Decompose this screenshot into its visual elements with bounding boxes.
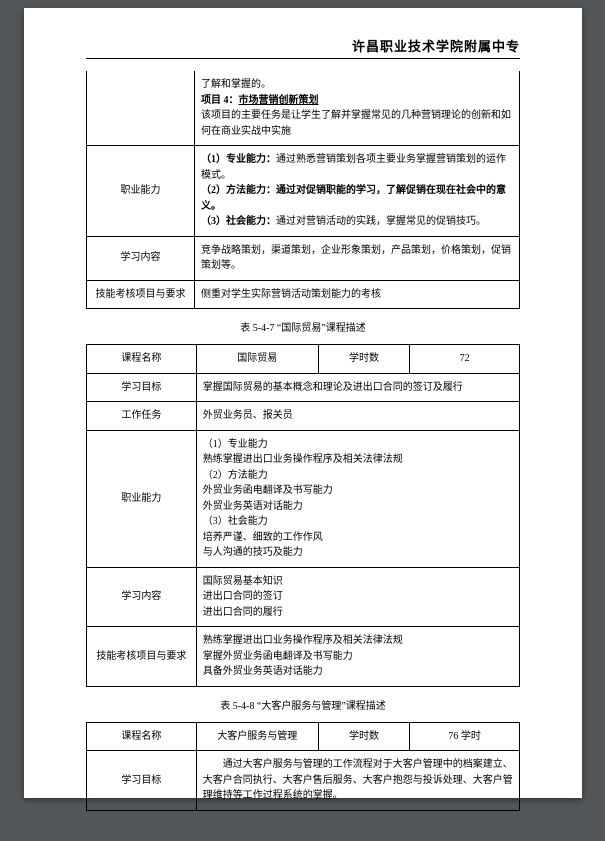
t3-h4: 76 学时	[410, 722, 520, 751]
l: 进出口合同的履行	[203, 607, 283, 618]
t2-r4t: 国际贸易基本知识 进出口合同的签订 进出口合同的履行	[196, 567, 519, 627]
page: 许昌职业技术学院附属中专 了解和掌握的。 项目 4：市场营销创新策划 该项目的主…	[24, 8, 582, 798]
t2-r2t: 外贸业务员、报关员	[196, 402, 519, 431]
t2-r4l: 学习内容	[87, 567, 197, 627]
a3a: （3）社会能力：	[201, 216, 276, 227]
t2-r5t: 熟练掌握进出口业务操作程序及相关法律法规 掌握外贸业务函电翻译及书写能力 具备外…	[196, 627, 519, 687]
proj-label: 项目 4：	[201, 95, 239, 106]
cell-assess: 侧重对学生实际营销活动策划能力的考核	[195, 280, 520, 309]
proj-title: 市场营销创新策划	[239, 95, 319, 106]
l: 外贸业务函电翻译及书写能力	[203, 485, 333, 496]
t3-r1l: 学习目标	[87, 751, 197, 811]
table-marketing-cont: 了解和掌握的。 项目 4：市场营销创新策划 该项目的主要任务是让学生了解并掌握常…	[86, 71, 520, 309]
label-ability: 职业能力	[87, 146, 195, 237]
a2a: （2）方法能力：	[201, 185, 276, 196]
l: 进出口合同的签订	[203, 591, 283, 602]
t2-r3t: （1）专业能力 熟练掌握进出口业务操作程序及相关法律法规 （2）方法能力 外贸业…	[196, 430, 519, 567]
cell-project4: 了解和掌握的。 项目 4：市场营销创新策划 该项目的主要任务是让学生了解并掌握常…	[195, 71, 520, 146]
t3-h1: 课程名称	[87, 722, 197, 751]
l: 掌握外贸业务函电翻译及书写能力	[203, 651, 353, 662]
l: 与人沟通的技巧及能力	[203, 547, 303, 558]
cell-content: 竞争战略策划，渠道策划，企业形象策划，产品策划，价格策划，促销策划等。	[195, 236, 520, 280]
caption-1: 表 5-4-7 “国际贸易”课程描述	[86, 319, 520, 334]
caption-2: 表 5-4-8 “大客户服务与管理”课程描述	[86, 697, 520, 712]
proj-desc: 该项目的主要任务是让学生了解并掌握常见的几种营销理论的创新和如何在商业实战中实施	[201, 110, 511, 137]
a3b: 通过对营销活动的实践，掌握常见的促销技巧。	[276, 216, 486, 227]
label-assess: 技能考核项目与要求	[87, 280, 195, 309]
t2-h3: 学时数	[318, 345, 409, 374]
page-header: 许昌职业技术学院附属中专	[86, 36, 520, 59]
l: 具备外贸业务英语对话能力	[203, 666, 323, 677]
t2-r5l: 技能考核项目与要求	[87, 627, 197, 687]
cell-ability: （1）专业能力：通过熟悉营销策划各项主要业务掌握营销策划的运作模式。 （2）方法…	[195, 146, 520, 237]
t2-r2l: 工作任务	[87, 402, 197, 431]
l: （2）方法能力	[203, 470, 268, 481]
cell-blank	[87, 71, 195, 146]
l: 外贸业务英语对话能力	[203, 501, 303, 512]
l: （3）社会能力	[203, 516, 268, 527]
table-intl-trade: 课程名称 国际贸易 学时数 72 学习目标 掌握国际贸易的基本概念和理论及进出口…	[86, 344, 520, 687]
l: 国际贸易基本知识	[203, 576, 283, 587]
l: 培养严谨、细致的工作作风	[203, 532, 323, 543]
t3-h2: 大客户服务与管理	[196, 722, 318, 751]
t3-h3: 学时数	[318, 722, 409, 751]
t2-r1t: 掌握国际贸易的基本概念和理论及进出口合同的签订及履行	[196, 373, 519, 402]
txt: 了解和掌握的。	[201, 79, 271, 90]
table-key-customer: 课程名称 大客户服务与管理 学时数 76 学时 学习目标 通过大客户服务与管理的…	[86, 722, 520, 811]
t2-h2: 国际贸易	[196, 345, 318, 374]
a1a: （1）专业能力：	[201, 154, 276, 165]
t3-r1t: 通过大客户服务与管理的工作流程对于大客户管理中的档案建立、大客户合同执行、大客户…	[196, 751, 519, 811]
label-content: 学习内容	[87, 236, 195, 280]
l: 熟练掌握进出口业务操作程序及相关法律法规	[203, 635, 403, 646]
l: （1）专业能力	[203, 439, 268, 450]
t2-r1l: 学习目标	[87, 373, 197, 402]
l: 熟练掌握进出口业务操作程序及相关法律法规	[203, 454, 403, 465]
t2-h4: 72	[410, 345, 520, 374]
t2-h1: 课程名称	[87, 345, 197, 374]
t2-r3l: 职业能力	[87, 430, 197, 567]
